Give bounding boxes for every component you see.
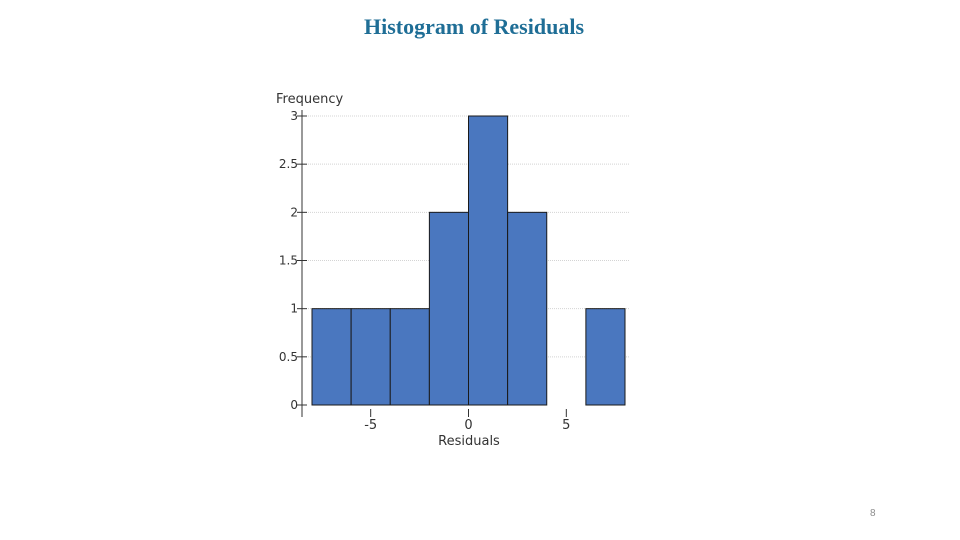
y-tick-label: 0 bbox=[290, 398, 298, 412]
histogram-bar bbox=[507, 211, 548, 406]
y-tick-label: 1.5 bbox=[279, 254, 298, 268]
slide-title: Histogram of Residuals bbox=[364, 14, 584, 39]
histogram-bar bbox=[350, 308, 391, 406]
histogram-bar bbox=[389, 308, 430, 406]
y-tick-label: 3 bbox=[290, 109, 298, 123]
x-tick-label: 5 bbox=[562, 418, 570, 433]
y-tick-label: 2 bbox=[290, 205, 298, 219]
y-tick-label: 0.5 bbox=[279, 350, 298, 364]
axes: 0 0.5 1 1.5 2 2.5 3 -5 0 5 bbox=[279, 109, 571, 433]
histogram-bar bbox=[468, 115, 509, 406]
y-tick-label: 1 bbox=[290, 302, 298, 316]
x-axis-label: Residuals bbox=[438, 434, 500, 449]
histogram-bar bbox=[428, 211, 469, 406]
y-axis-label: Frequency bbox=[276, 92, 343, 107]
y-tick-label: 2.5 bbox=[279, 157, 298, 171]
page-number: 8 bbox=[870, 508, 876, 519]
x-tick-label: 0 bbox=[464, 418, 472, 433]
histogram-bar bbox=[585, 308, 626, 406]
x-tick-label: -5 bbox=[364, 418, 377, 433]
histogram-bar bbox=[311, 308, 352, 406]
bars bbox=[311, 115, 626, 406]
